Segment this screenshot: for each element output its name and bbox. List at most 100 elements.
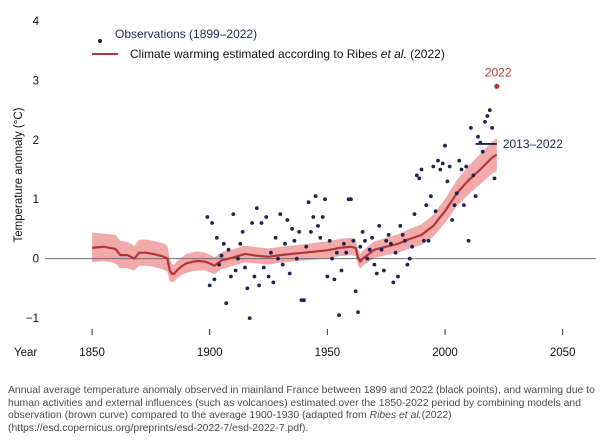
observation-point (278, 212, 283, 217)
observation-point (297, 230, 301, 234)
x-tick-label: 1900 (197, 347, 223, 359)
legend-observations-label: Observations (1899–2022) (115, 27, 257, 41)
observation-point (483, 120, 487, 124)
observation-point (358, 244, 363, 249)
legend-model-label: Climate warming estimated according to R… (130, 47, 445, 61)
observation-point (294, 256, 299, 261)
observation-point (269, 250, 273, 255)
observation-point (457, 158, 462, 163)
y-tick-label: 3 (33, 75, 39, 87)
observation-point (464, 164, 469, 169)
observation-point (426, 238, 431, 243)
temperature-anomaly-chart: 2022 2013–2022 −1 0 1 2 3 4 1850 1900 1950 2000 20… (13, 16, 596, 359)
observation-point (396, 274, 400, 279)
observation-point (339, 268, 344, 273)
annotation-2013-2022-label: 2013–2022 (503, 137, 563, 151)
legend-observation-marker (97, 38, 103, 44)
x-tick-label: 2050 (550, 347, 576, 359)
observation-point (384, 238, 389, 243)
observation-point (311, 215, 316, 219)
observation-point (238, 241, 243, 246)
observation-point (330, 256, 334, 261)
observation-points-layer (205, 108, 497, 320)
observation-point (320, 215, 325, 219)
y-tick-label: −1 (26, 313, 39, 325)
observation-point (377, 224, 382, 228)
caption-italic: Ribes et al. (369, 410, 422, 422)
observation-point (205, 215, 210, 219)
observation-point (257, 283, 261, 288)
observation-point (240, 230, 245, 234)
observation-point (400, 233, 405, 237)
observation-point (337, 313, 341, 317)
observation-point (313, 194, 318, 199)
observation-point (445, 179, 450, 184)
observation-point (398, 224, 403, 228)
observation-point (259, 221, 264, 225)
y-tick-label: 0 (33, 254, 39, 266)
observation-point (485, 114, 490, 118)
y-axis-label: Temperature anomaly (°C) (13, 107, 25, 242)
observation-point (323, 197, 327, 202)
legend-model-label-suffix: (2022) (407, 47, 445, 61)
observation-point (229, 274, 233, 279)
observation-point (224, 301, 229, 306)
model-uncertainty-band-layer (92, 138, 497, 283)
observation-point (370, 235, 374, 240)
observation-point (233, 268, 238, 273)
observation-point (304, 244, 309, 249)
observation-point (393, 250, 398, 255)
observation-point (221, 241, 226, 246)
observation-point (219, 253, 224, 258)
y-tick-label: 4 (33, 16, 40, 28)
observation-point (365, 256, 370, 261)
observation-point (250, 221, 255, 225)
observation-point (217, 262, 222, 267)
observation-point (422, 238, 426, 243)
observation-point (473, 194, 478, 199)
observation-point (334, 250, 339, 255)
x-tick-labels: 1850 1900 1950 2000 2050 (79, 329, 575, 359)
y-tick-label: 2 (33, 135, 39, 147)
observation-point (386, 233, 391, 237)
observation-point (332, 277, 337, 282)
x-tick-label: 1850 (79, 347, 105, 359)
observation-point (490, 126, 494, 130)
observation-point (276, 256, 280, 261)
observation-point (438, 167, 443, 172)
observation-point (271, 280, 276, 285)
observation-point (266, 274, 271, 279)
observation-point (309, 230, 313, 234)
point-2022 (494, 83, 500, 89)
observation-point (389, 241, 393, 246)
x-axis-label: Year (14, 347, 37, 359)
observation-point (403, 238, 407, 243)
observation-point (243, 265, 247, 270)
observation-point (325, 274, 330, 279)
observation-point (471, 173, 476, 178)
observation-point (283, 241, 287, 246)
observation-point (417, 176, 422, 181)
observation-point (447, 164, 452, 169)
caption-part-1: Annual average temperature anomaly obser… (8, 385, 595, 422)
observation-point (454, 191, 459, 196)
observation-point (374, 271, 379, 276)
observation-point (466, 238, 471, 243)
observation-point (236, 256, 240, 261)
observation-point (492, 176, 497, 181)
observation-point (462, 203, 466, 208)
observation-point (360, 230, 365, 234)
observation-point (306, 200, 311, 205)
observation-point (247, 316, 252, 320)
observation-point (410, 244, 414, 249)
x-tick-label: 1950 (315, 347, 341, 359)
observation-point (245, 286, 250, 291)
observation-point (207, 283, 212, 288)
observation-point (382, 268, 386, 273)
observation-point (407, 256, 412, 261)
observation-point (412, 212, 417, 217)
observation-point (419, 167, 424, 172)
observation-point (285, 218, 290, 222)
observation-point (436, 158, 440, 163)
observation-point (405, 262, 410, 267)
